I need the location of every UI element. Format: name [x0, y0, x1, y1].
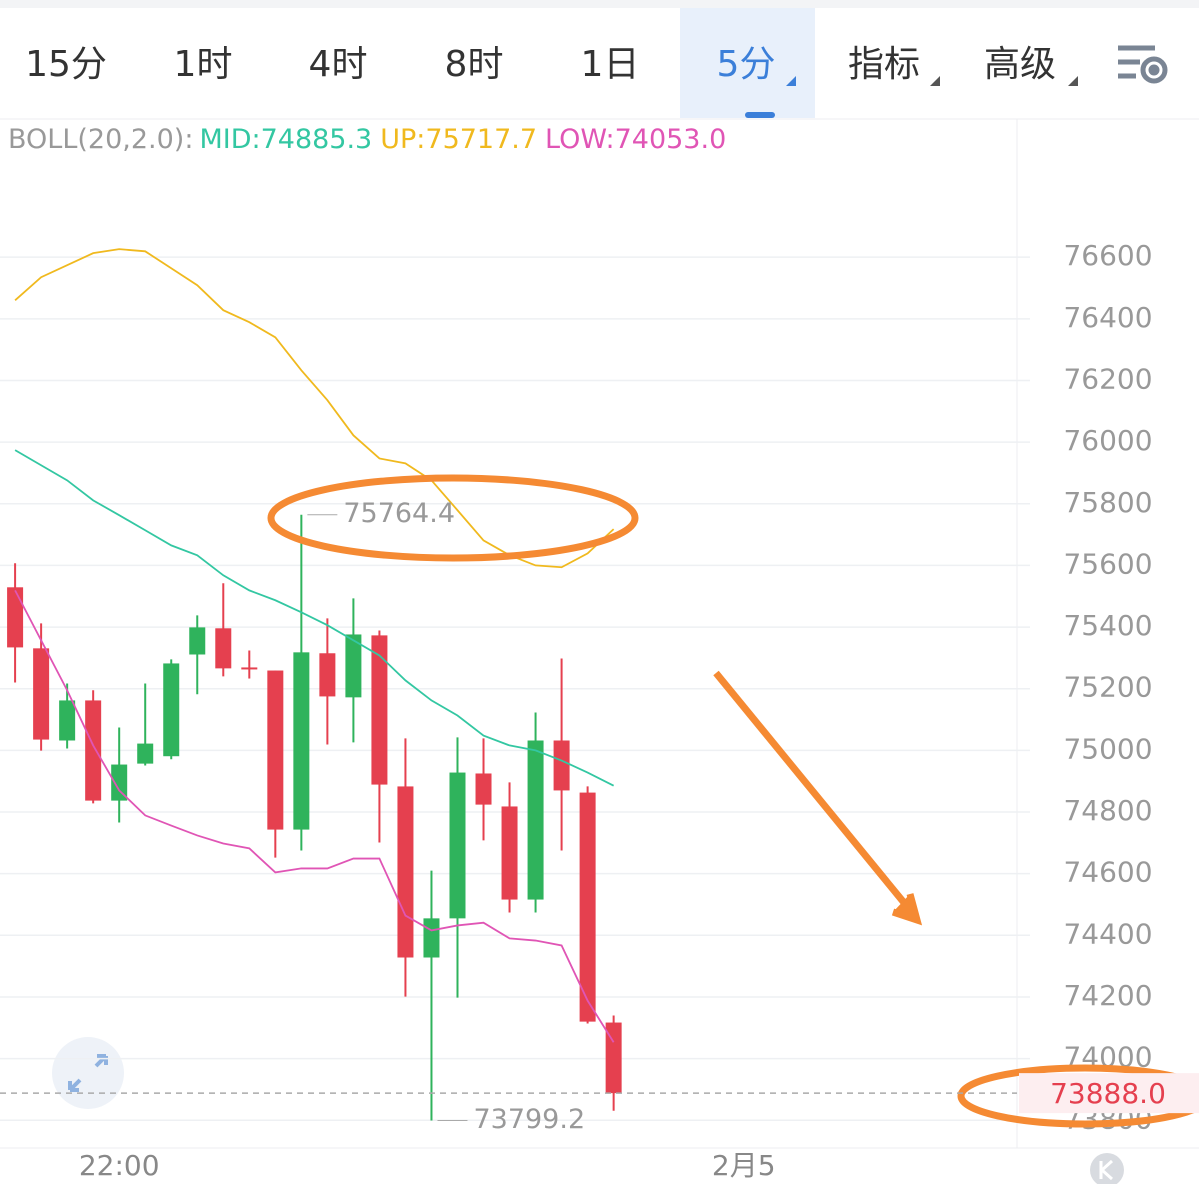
- dropdown-caret: [1068, 76, 1078, 86]
- settings-icon[interactable]: [1118, 45, 1168, 84]
- tab[interactable]: 8时: [445, 44, 504, 85]
- last-price-box: [1019, 1073, 1199, 1114]
- high-label: 75764.4: [343, 498, 455, 529]
- tab[interactable]: 高级: [984, 44, 1056, 85]
- legend-item: LOW:74053.0: [545, 124, 726, 155]
- candle-body: [527, 740, 544, 900]
- candle-body: [85, 700, 102, 801]
- boll-line: [14, 589, 615, 1043]
- last-price-label: 73888.0: [1050, 1077, 1166, 1110]
- candle-body: [111, 764, 128, 801]
- candle-body: [605, 1022, 622, 1094]
- dropdown-caret: [786, 76, 796, 86]
- y-tick-label: 75600: [1063, 547, 1152, 580]
- y-tick-label: 75800: [1063, 486, 1152, 519]
- y-tick-label: 76600: [1063, 239, 1152, 272]
- dropdown-caret: [930, 76, 940, 86]
- y-tick-label: 76200: [1063, 362, 1152, 395]
- legend-item: UP:75717.7: [380, 124, 537, 155]
- low-label: 73799.2: [473, 1104, 585, 1135]
- legend-item: MID:74885.3: [199, 124, 372, 155]
- candle-body: [345, 634, 362, 698]
- candle-body: [241, 667, 258, 670]
- tab[interactable]: 5分: [717, 44, 776, 85]
- candle-body: [137, 743, 154, 764]
- active-tab-bg: [680, 8, 815, 118]
- candle-body: [267, 670, 284, 830]
- candle-body: [7, 587, 24, 648]
- y-tick-label: 74800: [1063, 794, 1152, 827]
- tab[interactable]: 1日: [581, 44, 640, 85]
- x-tick-label: 22:00: [79, 1149, 160, 1182]
- candle-body: [33, 648, 50, 740]
- tab[interactable]: 指标: [848, 44, 920, 85]
- candle-body: [59, 700, 76, 741]
- candle-body: [579, 792, 596, 1022]
- k-icon[interactable]: [1090, 1153, 1124, 1184]
- y-tick-label: 74600: [1063, 856, 1152, 889]
- y-tick-label: 75000: [1063, 732, 1152, 765]
- y-tick-label: 76400: [1063, 301, 1152, 334]
- y-tick-label: 74400: [1063, 917, 1152, 950]
- tab[interactable]: 15分: [25, 44, 107, 85]
- annotations: [267, 474, 1199, 1128]
- tab[interactable]: 4时: [309, 44, 368, 85]
- candle-body: [371, 635, 388, 785]
- candle-body: [501, 806, 518, 900]
- candle-body: [163, 663, 180, 757]
- boll-line: [14, 248, 615, 569]
- candle-body: [423, 918, 440, 958]
- boll-line: [14, 449, 615, 787]
- legend-item: BOLL(20,2.0):: [8, 124, 193, 155]
- tab[interactable]: 1时: [174, 44, 233, 85]
- y-tick-label: 75200: [1063, 671, 1152, 704]
- candle-body: [293, 652, 310, 830]
- candle-body: [319, 653, 336, 697]
- candle-body: [397, 786, 414, 958]
- candle-body: [215, 628, 232, 669]
- candle-body: [475, 773, 492, 805]
- candle-body: [553, 740, 570, 791]
- indicator-legend: BOLL(20,2.0): MID:74885.3 UP:75717.7 LOW:74…: [8, 124, 726, 155]
- x-tick-label: 2月5: [712, 1149, 776, 1182]
- y-tick-label: 74200: [1063, 979, 1152, 1012]
- status-strip: [0, 0, 1199, 8]
- candle-body: [189, 627, 206, 655]
- active-tab-underline: [745, 112, 775, 118]
- y-tick-label: 75400: [1063, 609, 1152, 642]
- y-tick-label: 76000: [1063, 424, 1152, 457]
- candle-body: [449, 772, 466, 919]
- expand-icon[interactable]: [52, 1037, 124, 1109]
